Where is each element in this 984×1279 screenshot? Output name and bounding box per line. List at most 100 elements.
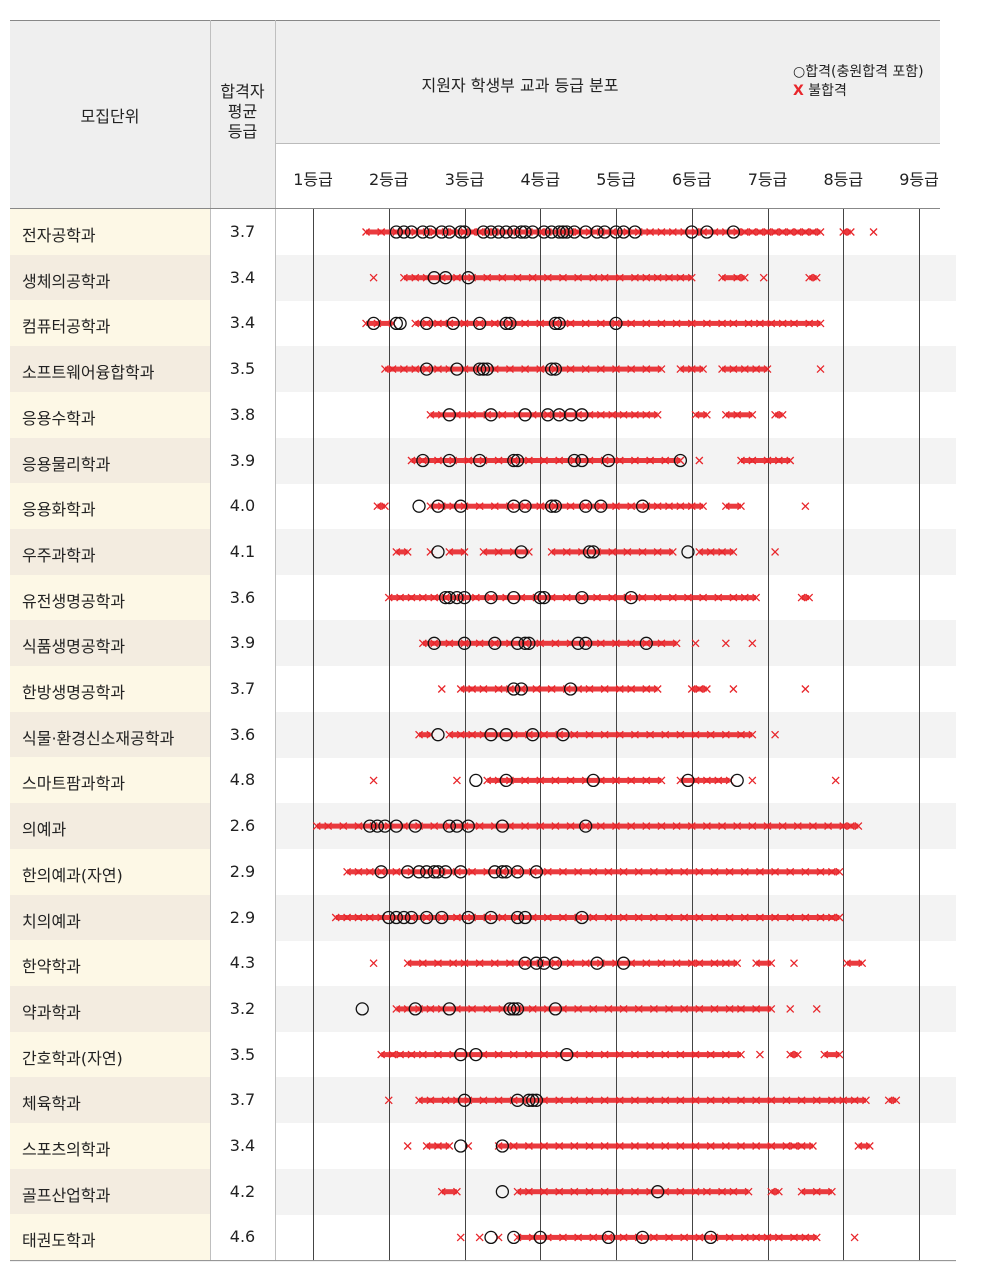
fail-point <box>869 228 878 236</box>
pass-point <box>484 728 498 742</box>
pass-point <box>446 316 460 331</box>
fail-point <box>608 410 617 419</box>
fail-point <box>805 319 814 328</box>
pass-point <box>537 225 551 239</box>
fail-point <box>699 593 708 602</box>
fail-point <box>490 639 499 648</box>
fail-point <box>585 730 594 739</box>
pass-point <box>685 225 699 239</box>
fail-point <box>865 1142 874 1150</box>
unit-name: 생체의공학과 <box>22 271 111 291</box>
fail-point <box>665 1233 673 1242</box>
fail-point <box>456 730 465 739</box>
fail-point <box>790 1233 798 1242</box>
fail-point <box>452 1187 461 1196</box>
fail-point <box>737 730 745 739</box>
fail-point <box>403 959 412 968</box>
grade-label-5: 5등급 <box>596 170 636 189</box>
pass-point <box>529 1093 544 1107</box>
pass-point <box>382 910 396 925</box>
pass-point <box>510 1002 525 1016</box>
fail-point <box>600 1187 609 1196</box>
fail-point <box>434 456 442 465</box>
fail-point <box>407 1050 416 1059</box>
grade-label-1: 1등급 <box>293 170 333 189</box>
pass-point <box>609 316 623 331</box>
fail-point <box>456 685 465 693</box>
fail-point <box>812 1187 821 1196</box>
fail-point <box>782 1142 791 1150</box>
fail-point <box>570 1096 579 1105</box>
fail-point <box>460 959 469 968</box>
fail-point <box>797 1142 806 1150</box>
pass-point <box>499 225 513 239</box>
grade-label-7: 7등급 <box>747 170 788 189</box>
fail-point <box>627 822 636 831</box>
fail-point <box>540 1142 548 1150</box>
fail-point <box>642 639 651 648</box>
pass-point <box>457 636 472 650</box>
fail-point <box>570 1187 579 1196</box>
avg-grade: 3.8 <box>229 404 256 424</box>
fail-point <box>532 685 541 693</box>
pass-point <box>518 408 532 422</box>
fail-point <box>627 639 636 648</box>
pass-point <box>431 545 445 559</box>
grade-header-band <box>276 143 946 208</box>
fail-point <box>589 1004 598 1013</box>
fail-point <box>661 730 670 739</box>
fail-point <box>543 913 552 922</box>
unit-name: 체육학과 <box>22 1094 81 1114</box>
pass-point <box>469 1047 483 1062</box>
fail-point <box>392 1004 401 1013</box>
fail-point <box>771 228 780 236</box>
fail-point <box>615 685 624 693</box>
fail-point <box>702 776 711 785</box>
avg-grade: 3.5 <box>229 359 256 379</box>
fail-point <box>752 365 761 374</box>
fail-point <box>596 319 605 328</box>
fail-point <box>437 685 446 693</box>
fail-point <box>555 1142 564 1150</box>
pass-point <box>499 728 513 742</box>
fail-point <box>381 365 389 374</box>
fail-point <box>388 365 397 374</box>
fail-point <box>475 319 484 328</box>
fail-point <box>805 593 814 602</box>
avg-cell: 3.6 <box>210 574 275 621</box>
fail-point <box>744 319 753 328</box>
pass-point <box>419 362 434 376</box>
pass-point <box>522 1093 536 1107</box>
fail-point <box>415 1096 424 1105</box>
pass-point <box>416 453 430 468</box>
pass-point <box>412 499 426 513</box>
fail-point <box>744 1187 753 1196</box>
fail-point <box>559 1233 567 1242</box>
fail-point <box>646 228 655 236</box>
fail-point <box>721 1142 730 1150</box>
fail-point <box>642 365 651 374</box>
fail-point <box>513 273 522 282</box>
fail-point <box>555 1187 564 1196</box>
fail-point <box>559 913 567 922</box>
pass-point <box>518 499 532 513</box>
pass-point <box>457 590 472 605</box>
fail-point <box>521 959 530 968</box>
fail-point <box>543 867 552 876</box>
fail-point <box>665 913 673 922</box>
fail-point <box>536 365 545 374</box>
fail-point <box>483 1004 492 1013</box>
fail-point <box>630 410 639 419</box>
fail-point <box>384 1096 393 1105</box>
fail-point <box>706 1096 715 1105</box>
fail-point <box>808 1142 817 1150</box>
fail-point <box>748 639 757 648</box>
pass-point <box>579 819 593 833</box>
fail-point <box>808 228 817 236</box>
fail-point <box>737 502 745 511</box>
fail-point <box>642 776 651 785</box>
fail-point <box>691 730 700 739</box>
fail-point <box>566 776 575 785</box>
fail-point <box>835 867 844 876</box>
fail-point <box>850 1096 859 1105</box>
